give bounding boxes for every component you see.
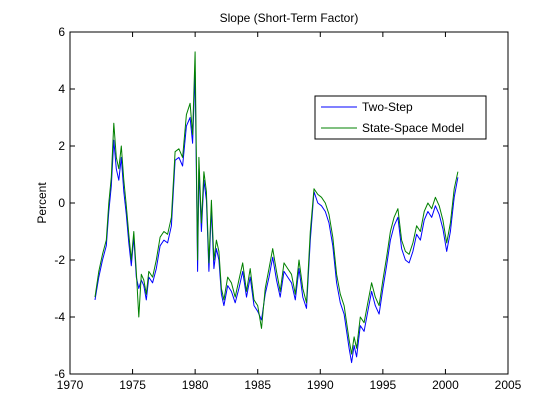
x-tick-label: 1985 — [244, 378, 271, 392]
y-axis-label: Percent — [35, 182, 49, 224]
x-tick-label: 1980 — [182, 378, 209, 392]
chart-title: Slope (Short-Term Factor) — [220, 11, 359, 25]
series-layer — [94, 51, 459, 364]
plot-area — [69, 31, 509, 375]
x-tick-label: 1990 — [307, 378, 334, 392]
legend-entry-state-space-model: State-Space Model — [362, 121, 464, 135]
series-line-state-space-model — [94, 51, 459, 355]
y-tick-label: 4 — [58, 82, 65, 96]
x-tick-label: 2005 — [495, 378, 522, 392]
legend-entry-two-step: Two-Step — [362, 100, 413, 114]
x-tick-label: 1970 — [57, 378, 84, 392]
x-tick-label: 1995 — [370, 378, 397, 392]
legend: Two-Step State-Space Model — [314, 95, 487, 140]
y-tick-label: -4 — [54, 310, 65, 324]
y-tick-label: 0 — [58, 196, 65, 210]
x-axis: 1970 1975 1980 1985 1990 1995 2000 2005 — [57, 32, 522, 392]
y-tick-label: 6 — [58, 25, 65, 39]
y-tick-label: 2 — [58, 139, 65, 153]
x-tick-label: 1975 — [119, 378, 146, 392]
x-tick-label: 2000 — [432, 378, 459, 392]
y-axis: -6 -4 -2 0 2 4 6 — [54, 25, 508, 381]
y-tick-label: -6 — [54, 367, 65, 381]
y-tick-label: -2 — [54, 253, 65, 267]
legend-box — [314, 95, 487, 140]
